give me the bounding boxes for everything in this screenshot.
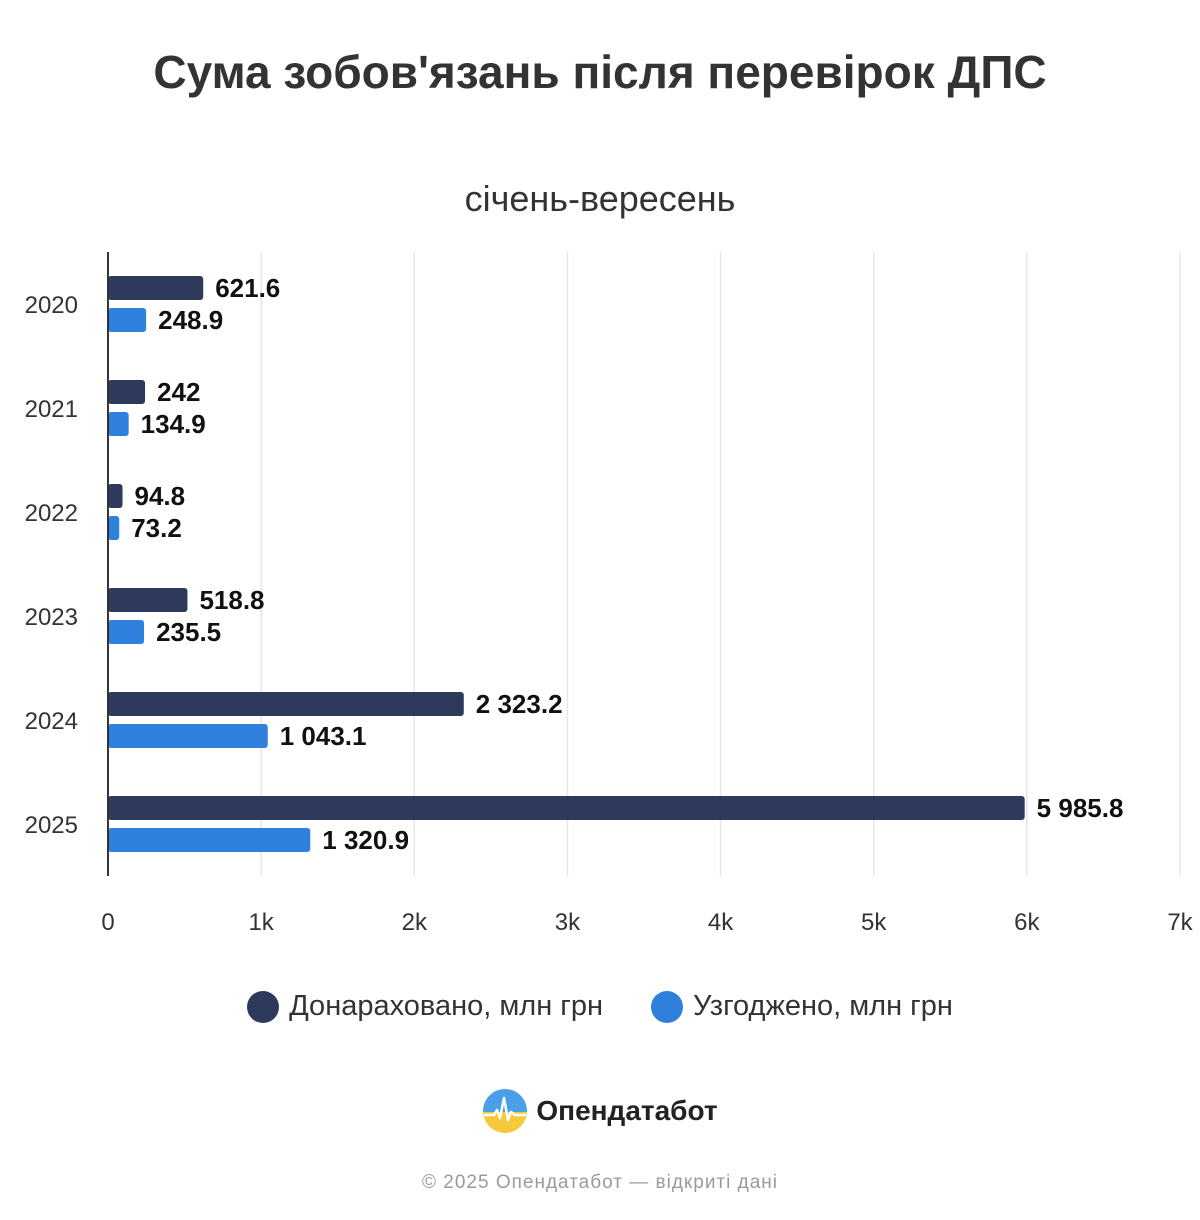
bar-0-2023 <box>108 588 188 612</box>
bar-0-2024 <box>108 692 464 716</box>
x-tick-label: 5k <box>861 909 887 936</box>
legend: Донараховано, млн грн Узгоджено, млн грн <box>0 990 1200 1023</box>
y-tick-label: 2022 <box>25 500 78 527</box>
data-label: 73.2 <box>131 513 182 543</box>
legend-item-donarakhovano[interactable]: Донараховано, млн грн <box>247 990 603 1023</box>
data-label: 2 323.2 <box>476 689 563 719</box>
data-label: 1 043.1 <box>280 721 367 751</box>
bar-1-2022 <box>108 516 120 540</box>
brand-name: Опендатабот <box>536 1095 718 1126</box>
y-tick-label: 2025 <box>25 812 78 839</box>
y-tick-label: 2020 <box>25 292 78 319</box>
x-tick-label: 0 <box>101 909 114 936</box>
y-tick-label: 2024 <box>25 708 78 735</box>
bar-1-2020 <box>108 308 147 332</box>
data-label: 94.8 <box>135 481 186 511</box>
data-label: 1 320.9 <box>322 825 409 855</box>
bar-1-2023 <box>108 620 145 644</box>
bar-1-2021 <box>108 412 129 436</box>
opendatabot-logo-icon <box>483 1089 528 1133</box>
legend-label-uzgodzheno: Узгоджено, млн грн <box>693 990 953 1022</box>
data-label: 242 <box>157 377 200 407</box>
chart-title: Сума зобов'язань після перевірок ДПС <box>153 46 1047 98</box>
data-label: 248.9 <box>158 305 223 335</box>
y-tick-label: 2021 <box>25 396 78 423</box>
x-tick-label: 2k <box>402 909 428 936</box>
chart-subtitle: січень-вересень <box>464 178 736 219</box>
x-tick-label: 3k <box>555 909 581 936</box>
bar-0-2021 <box>108 380 146 404</box>
bar-1-2025 <box>108 828 311 852</box>
data-label: 134.9 <box>141 409 206 439</box>
legend-marker-donarakhovano <box>247 990 280 1023</box>
legend-marker-uzgodzheno <box>651 990 684 1023</box>
x-tick-label: 1k <box>248 909 274 936</box>
data-label: 235.5 <box>156 617 221 647</box>
data-label: 621.6 <box>215 273 280 303</box>
footer-copyright: © 2025 Опендатабот — відкриті дані <box>422 1172 778 1193</box>
data-label: 5 985.8 <box>1037 793 1124 823</box>
brand-logo[interactable]: Опендатабот <box>0 1088 1200 1134</box>
bar-0-2025 <box>108 796 1025 820</box>
x-tick-label: 6k <box>1014 909 1040 936</box>
x-tick-label: 4k <box>708 909 734 936</box>
legend-label-donarakhovano: Донараховано, млн грн <box>289 990 604 1022</box>
legend-item-uzgodzheno[interactable]: Узгоджено, млн грн <box>651 990 953 1023</box>
bar-0-2022 <box>108 484 123 508</box>
data-label: 518.8 <box>199 585 264 615</box>
y-tick-label: 2023 <box>25 604 78 631</box>
x-tick-label: 7k <box>1167 909 1193 936</box>
bar-1-2024 <box>108 724 268 748</box>
bar-0-2020 <box>108 276 204 300</box>
